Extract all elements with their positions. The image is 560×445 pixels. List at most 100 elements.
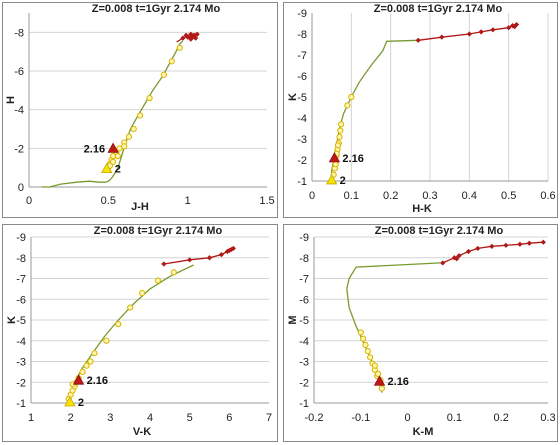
- chart1-x-tick-label: 1.5: [259, 195, 274, 207]
- chart4-red-marker: [475, 245, 481, 252]
- chart3-y-axis-label: K: [6, 316, 18, 324]
- chart3-red-marker: [226, 247, 232, 254]
- chart1-x-tick-label: 1: [185, 195, 191, 207]
- chart2-y-tick-label: -9: [297, 8, 307, 20]
- chart3-annotation-marker-1: [64, 396, 76, 407]
- chart3-x-axis-label: V-K: [133, 426, 151, 438]
- chart-svg-hk-k: Z=0.008 t=1Gyr 2.174 Mo 0 0.1 0.2 0.3 0.4 0.5 0…: [287, 3, 556, 215]
- chart3-yellow-marker: [154, 277, 162, 284]
- chart4-yellow-marker: [375, 370, 382, 378]
- chart2-annotation-label-0: 2.16: [342, 153, 363, 165]
- chart3-yellow-marker: [103, 337, 110, 344]
- chart4-y-tick-label: -2: [299, 377, 309, 389]
- chart1-yellow-marker: [168, 58, 175, 65]
- chart2-red-marker: [513, 21, 520, 28]
- chart1-annotation-label-0: 2.16: [84, 143, 105, 155]
- chart1-y-tick-label: -6: [14, 66, 24, 78]
- chart4-yellow-marker: [357, 329, 364, 336]
- chart2-yellow-marker: [334, 142, 342, 149]
- chart2-red-marker: [439, 34, 445, 40]
- chart2-y-axis-label: K: [287, 93, 299, 101]
- chart4-green-line: [346, 262, 441, 393]
- chart1-annotation-marker-0: [107, 142, 119, 153]
- chart-svg-vk-k: Z=0.008 t=1Gyr 2.174 Mo 1 2 3 4 5 6 7 -1 -2 -3 -4 -5…: [6, 225, 272, 438]
- chart3-annotation-label-0: 2.16: [87, 375, 108, 387]
- chart3-x-tick-label: 1: [28, 412, 34, 424]
- chart3-red-marker: [206, 255, 213, 261]
- chart1-x-axis-label: J-H: [131, 201, 149, 213]
- chart4-annotation-label-0: 2.16: [388, 376, 409, 388]
- chart3-x-tick-label: 5: [187, 412, 193, 424]
- chart1-yellow-marker: [136, 112, 144, 119]
- chart3-yellow-marker: [127, 304, 134, 311]
- chart2-yellow-marker: [344, 102, 351, 109]
- chart3-y-tick-label: -5: [16, 315, 26, 327]
- chart-panel-hk-k: Z=0.008 t=1Gyr 2.174 Mo 0 0.1 0.2 0.3 0.4 0.5 0…: [283, 2, 558, 218]
- chart3-y-tick-label: -9: [16, 232, 26, 244]
- chart3-red-marker: [161, 261, 167, 267]
- chart2-annotation-marker-1: [325, 174, 338, 185]
- chart3-red-line: [163, 247, 234, 265]
- chart2-red-marker: [490, 27, 496, 33]
- chart3-yellow-marker: [170, 269, 177, 276]
- chart2-x-tick-label: 0.4: [462, 190, 477, 202]
- chart1-yellow-marker: [109, 158, 117, 165]
- chart1-red-marker: [185, 34, 191, 40]
- chart2-y-tick-label: -1: [297, 176, 307, 188]
- chart4-annotation-marker-0: [373, 375, 386, 386]
- chart3-x-tick-label: 6: [226, 412, 232, 424]
- chart4-red-marker: [489, 243, 495, 249]
- chart3-y-tick-label: -1: [16, 398, 26, 410]
- chart4-yellow-marker: [360, 335, 367, 342]
- chart1-y-tick-label: 0: [18, 182, 24, 194]
- chart2-annotation-marker-0: [328, 152, 341, 163]
- chart4-x-axis-label: K-M: [413, 426, 434, 438]
- chart4-yellow-marker: [367, 354, 374, 361]
- chart4-x-tick-label: 0.1: [447, 412, 462, 424]
- chart4-y-tick-label: -4: [299, 336, 309, 348]
- chart4-y-tick-label: -9: [299, 232, 309, 244]
- chart1-yellow-marker: [160, 71, 167, 78]
- chart2-y-tick-label: -2: [297, 155, 307, 167]
- chart4-x-tick-label: 0.3: [540, 412, 555, 424]
- chart2-x-tick-label: 0.6: [540, 190, 555, 202]
- chart3-red-marker: [230, 245, 236, 252]
- chart2-red-line: [418, 23, 517, 41]
- chart2-red-marker: [415, 37, 421, 43]
- chart1-x-tick-label: 0: [26, 195, 32, 207]
- chart3-y-tick-label: -2: [16, 377, 26, 389]
- chart3-y-tick-label: -6: [16, 294, 26, 306]
- chart1-red-marker: [180, 35, 186, 41]
- chart2-annotation-label-1: 2: [340, 175, 346, 187]
- chart1-x-tick-label: 0.5: [101, 195, 116, 207]
- chart2-red-marker: [466, 31, 472, 37]
- chart4-y-tick-label: -6: [299, 294, 309, 306]
- chart3-y-tick-label: -4: [16, 336, 26, 348]
- chart4-y-tick-label: -8: [299, 253, 309, 265]
- chart2-y-tick-label: -6: [297, 71, 307, 83]
- chart4-y-tick-label: -3: [299, 357, 309, 369]
- chart1-title: Z=0.008 t=1Gyr 2.174 Mo: [92, 3, 221, 15]
- chart3-x-tick-label: 3: [107, 412, 113, 424]
- chart2-y-tick-label: -7: [297, 50, 307, 62]
- chart3-y-tick-label: -3: [16, 357, 26, 369]
- chart2-title: Z=0.008 t=1Gyr 2.174 Mo: [374, 3, 503, 15]
- chart3-title: Z=0.008 t=1Gyr 2.174 Mo: [94, 225, 223, 237]
- chart1-yellow-marker: [125, 133, 133, 140]
- chart2-red-marker: [510, 23, 516, 29]
- chart2-y-tick-label: -5: [297, 92, 307, 104]
- chart1-red-marker: [194, 31, 200, 37]
- chart3-annotation-label-1: 2: [78, 397, 84, 409]
- chart4-yellow-marker: [371, 362, 378, 369]
- chart1-yellow-marker: [114, 152, 121, 160]
- chart4-yellow-marker: [378, 385, 385, 392]
- chart-panel-km-m: Z=0.008 t=1Gyr 2.174 Mo -0.2 -0.1 0 0.1 0.2 0.…: [283, 224, 558, 442]
- chart3-yellow-marker: [138, 289, 146, 297]
- chart2-x-tick-label: 0.5: [501, 190, 516, 202]
- chart1-yellow-marker: [146, 94, 153, 102]
- chart4-red-marker: [540, 239, 546, 245]
- chart4-red-marker: [451, 255, 457, 261]
- chart-svg-jh-h: Z=0.008 t=1Gyr 2.174 Mo 0 0.5 1 1.5 0 -2 -4 -6 -8…: [5, 3, 275, 213]
- chart3-x-tick-label: 7: [266, 412, 272, 424]
- chart3-yellow-marker: [79, 368, 86, 375]
